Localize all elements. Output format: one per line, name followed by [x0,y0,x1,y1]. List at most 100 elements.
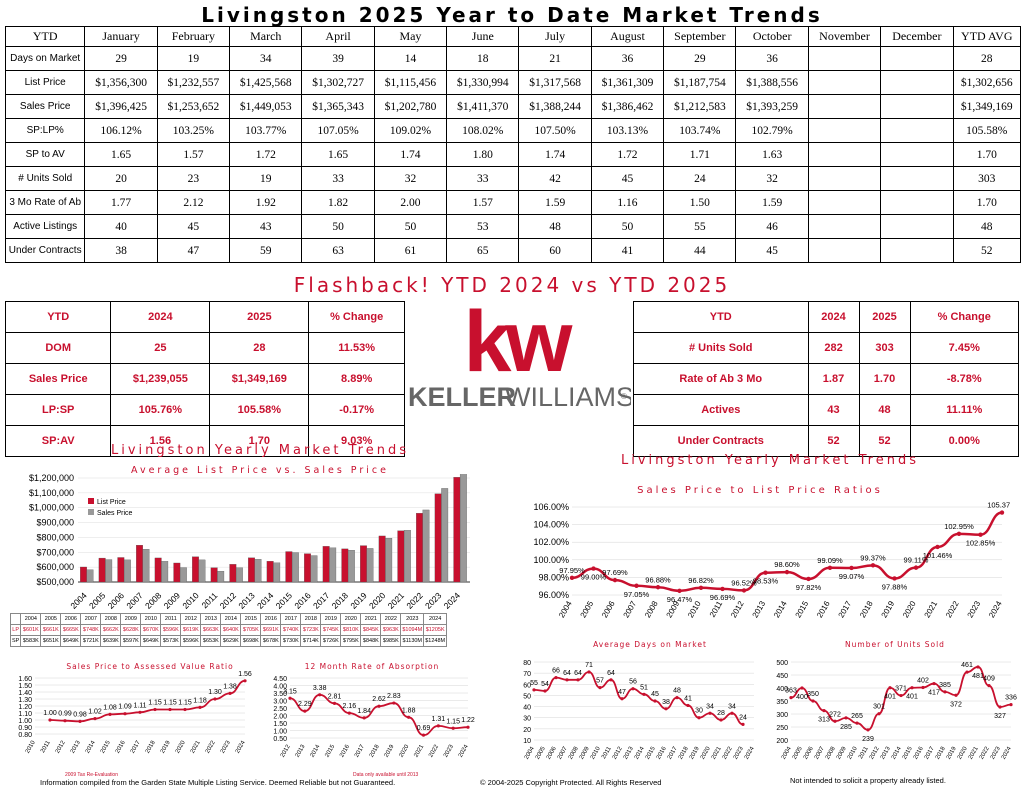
data-label: 1.30 [208,689,222,696]
data-label: 301 [873,704,885,711]
data-point [138,710,142,714]
bar [192,556,199,583]
compare-cell: 105.58% [209,394,310,426]
y-tick-label: $800,000 [36,532,74,542]
x-tick-label: 2021 [923,599,940,619]
data-point [976,665,980,669]
table-cell [807,118,882,143]
compare-header-cell: 2025 [858,301,911,333]
table-cell: 47 [156,238,231,263]
compare-row: Actives 43 48 11.11% [633,394,1020,426]
table-cell: 61 [373,238,448,263]
x-tick-label: 2021 [386,590,407,611]
compare-cell: 1.70 [209,425,310,457]
table-cell: $1,388,556 [735,70,809,95]
bar [341,548,349,583]
data-point [63,719,67,723]
bar-data-cell: 2017 [280,613,302,625]
data-point [822,709,826,713]
data-label: 24 [739,714,747,721]
table-cell: 18 [446,46,520,71]
data-label: 57 [596,678,604,685]
bar [117,557,125,583]
bar [434,493,442,583]
bar [403,530,411,583]
table-cell [807,46,882,71]
table-cell: 32 [735,166,809,191]
compare-header-cell: 2025 [209,301,310,333]
data-point [653,699,657,703]
table-cell: 59 [229,238,303,263]
data-label: 48 [673,688,681,695]
table-cell: 46 [735,214,809,239]
x-tick-label: 2007 [124,590,145,611]
data-label: 327 [994,713,1006,720]
data-point [921,685,925,690]
x-tick-label: 2020 [175,739,187,754]
bar-data-cell: $740K [280,624,302,636]
bar [285,551,293,583]
data-point [720,586,725,592]
y-tick-label: 104.00% [533,520,569,530]
x-tick-label: 2020 [399,743,411,758]
data-point [800,686,804,690]
data-label: 1.15 [178,700,192,707]
y-tick-label: $1,000,000 [29,503,74,513]
data-label: 239 [862,736,874,743]
compare-header-cell: YTD [4,301,112,333]
table-cell: 107.50% [518,118,592,143]
data-label: 55 [530,680,538,687]
bar [453,477,461,583]
bar-data-cell: $714K [300,635,322,647]
compare-cell: 9.03% [308,425,405,457]
table-cell: 23 [156,166,231,191]
data-point [849,565,854,571]
y-tick-label: 20 [523,727,531,734]
logo-registered-mark: ® [621,392,627,401]
data-point [664,707,668,711]
data-point [554,676,558,680]
table-cell: $1,115,456 [373,70,448,95]
data-point [532,688,536,692]
table-cell [880,190,954,215]
table-cell: 107.05% [301,118,375,143]
x-tick-label: 2014 [772,599,789,619]
data-point [198,705,202,709]
y-tick-label: 2.50 [273,706,287,713]
kw-logo-mark: kw [464,303,574,390]
table-cell [807,214,882,239]
bar-data-cell: 2014 [220,613,242,625]
x-tick-label: 2022 [428,743,440,758]
data-label: 265 [851,713,863,720]
table-cell: 43 [229,214,303,239]
y-tick-label: 0.50 [273,736,287,743]
data-label: 28 [717,710,725,717]
av-ratio-chart: 0.800.901.001.101.201.301.401.501.602010… [18,671,252,778]
bar [304,553,311,583]
data-label: 0.98 [73,711,87,718]
x-tick-label: 2011 [601,745,613,760]
data-label: 1.84 [357,708,371,715]
data-label: 350 [807,691,819,698]
compare-cell: -8.78% [909,363,1020,395]
compare-row: DOM 25 28 11.53% [4,332,405,364]
table-cell: 24 [663,166,737,191]
x-tick-label: 2023 [443,743,455,758]
y-tick-label: 2.00 [273,714,287,721]
bar-data-cell: $628K [120,624,142,636]
bar [161,561,169,583]
data-point [78,719,82,723]
data-point [730,711,734,715]
y-tick-label: 200 [776,738,788,745]
row-label: List Price [4,70,86,95]
data-label: 71 [585,662,593,669]
data-label: 336 [1005,695,1017,702]
data-label: 1.22 [461,717,475,724]
header-cell: June [446,26,520,47]
x-tick-label: 2023 [966,599,983,619]
table-cell [880,46,954,71]
bar-data-cell: 2013 [200,613,222,625]
table-cell: $1,356,300 [84,70,158,95]
table-cell: 29 [663,46,737,71]
data-point [697,716,701,720]
